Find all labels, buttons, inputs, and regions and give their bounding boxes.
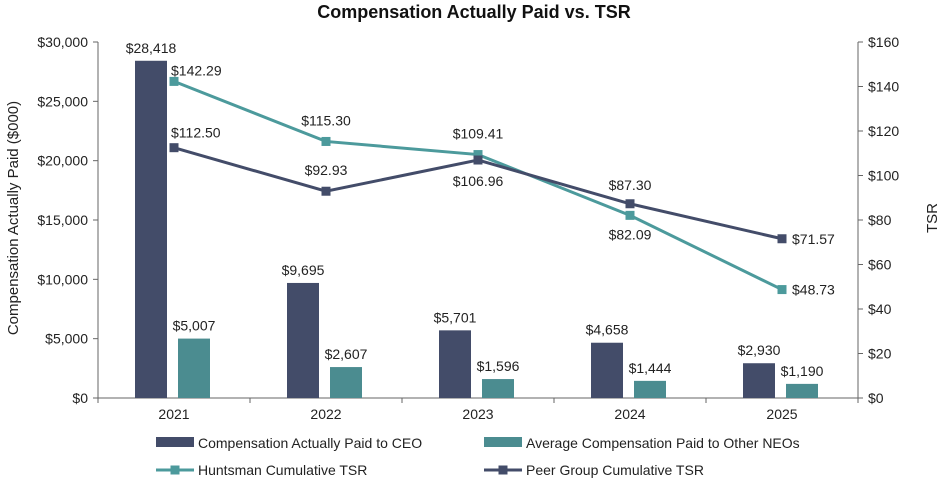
bar-value-label: $2,607 — [325, 346, 368, 362]
bar-neo — [178, 338, 210, 398]
bar-ceo — [743, 363, 775, 398]
y-axis-label: Compensation Actually Paid ($000) — [5, 101, 22, 335]
right-tick-label: $120 — [868, 123, 899, 139]
left-tick-label: $30,000 — [37, 34, 88, 50]
left-tick-label: $5,000 — [45, 331, 88, 347]
left-tick-label: $0 — [72, 390, 88, 406]
right-tick-label: $80 — [868, 212, 892, 228]
bar-neo — [786, 383, 818, 398]
legend-label: Compensation Actually Paid to CEO — [198, 435, 422, 451]
right-tick-label: $100 — [868, 168, 899, 184]
line-marker — [777, 285, 787, 295]
legend-label: Huntsman Cumulative TSR — [198, 462, 367, 478]
x-tick-label: 2023 — [462, 406, 493, 422]
line-value-label: $142.29 — [171, 62, 222, 78]
right-tick-label: $0 — [868, 390, 884, 406]
legend-marker — [170, 465, 180, 475]
right-tick-label: $40 — [868, 301, 892, 317]
line-value-label: $82.09 — [609, 226, 652, 242]
legend-label: Peer Group Cumulative TSR — [526, 462, 704, 478]
line-value-label: $115.30 — [301, 112, 351, 128]
line-value-label: $92.93 — [305, 162, 348, 178]
bar-value-label: $5,701 — [434, 309, 477, 325]
line-marker — [321, 136, 331, 146]
bar-value-label: $1,444 — [629, 360, 672, 376]
bars — [135, 60, 818, 398]
right-tick-label: $140 — [868, 79, 899, 95]
bar-value-label: $1,596 — [477, 358, 520, 374]
line-value-label: $106.96 — [453, 173, 504, 189]
bar-ceo — [287, 282, 319, 398]
left-tick-label: $25,000 — [37, 93, 88, 109]
bar-value-label: $5,007 — [173, 318, 216, 334]
data-labels: $28,418 $9,695 $5,701 $4,658 $2,930 $5,007 $2,… — [126, 40, 835, 379]
bar-ceo — [591, 342, 623, 398]
line-value-label: $71.57 — [792, 231, 835, 247]
line-marker — [321, 186, 331, 196]
bar-ceo — [135, 60, 167, 398]
legend-label: Average Compensation Paid to Other NEOs — [526, 435, 800, 451]
line-marker — [473, 155, 483, 165]
right-tick-label: $60 — [868, 257, 892, 273]
y2-axis-label: TSR — [924, 203, 941, 233]
bar-neo — [634, 380, 666, 398]
bar-neo — [330, 367, 362, 398]
left-tick-label: $10,000 — [37, 271, 88, 287]
line-value-label: $48.73 — [792, 282, 835, 298]
left-tick-label: $15,000 — [37, 212, 88, 228]
legend-swatch — [484, 437, 522, 447]
bar-value-label: $4,658 — [586, 322, 629, 338]
line-value-label: $109.41 — [453, 126, 504, 142]
line-marker — [625, 210, 635, 220]
bar-ceo — [439, 330, 471, 398]
line-marker — [625, 199, 635, 209]
chart-title: Compensation Actually Paid vs. TSR — [317, 2, 630, 22]
x-axis: 2021 2022 2023 2024 2025 — [97, 397, 859, 422]
line-marker — [473, 150, 483, 160]
legend: Compensation Actually Paid to CEO Average… — [156, 435, 800, 478]
line-marker — [169, 76, 179, 86]
bar-value-label: $28,418 — [126, 40, 177, 56]
x-tick-label: 2021 — [158, 406, 189, 422]
line-value-label: $87.30 — [609, 177, 652, 193]
x-tick-label: 2025 — [766, 406, 797, 422]
line-marker — [777, 234, 787, 244]
bar-value-label: $1,190 — [781, 363, 824, 379]
lines — [169, 76, 787, 295]
bar-value-label: $9,695 — [282, 262, 325, 278]
right-tick-label: $20 — [868, 346, 892, 362]
x-tick-label: 2024 — [614, 406, 645, 422]
legend-marker — [498, 465, 508, 475]
legend-swatch — [156, 437, 194, 447]
line-value-label: $112.50 — [171, 125, 221, 141]
left-axis: $0 $5,000 $10,000 $15,000 $20,000 $25,000 $30,… — [37, 34, 99, 406]
line-marker — [169, 143, 179, 153]
bar-neo — [482, 379, 514, 398]
left-tick-label: $20,000 — [37, 153, 88, 169]
x-tick-label: 2022 — [310, 406, 341, 422]
right-axis: $0 $20 $40 $60 $80 $100 $120 $140 $160 — [857, 34, 899, 406]
right-tick-label: $160 — [868, 34, 899, 50]
bar-value-label: $2,930 — [738, 342, 781, 358]
